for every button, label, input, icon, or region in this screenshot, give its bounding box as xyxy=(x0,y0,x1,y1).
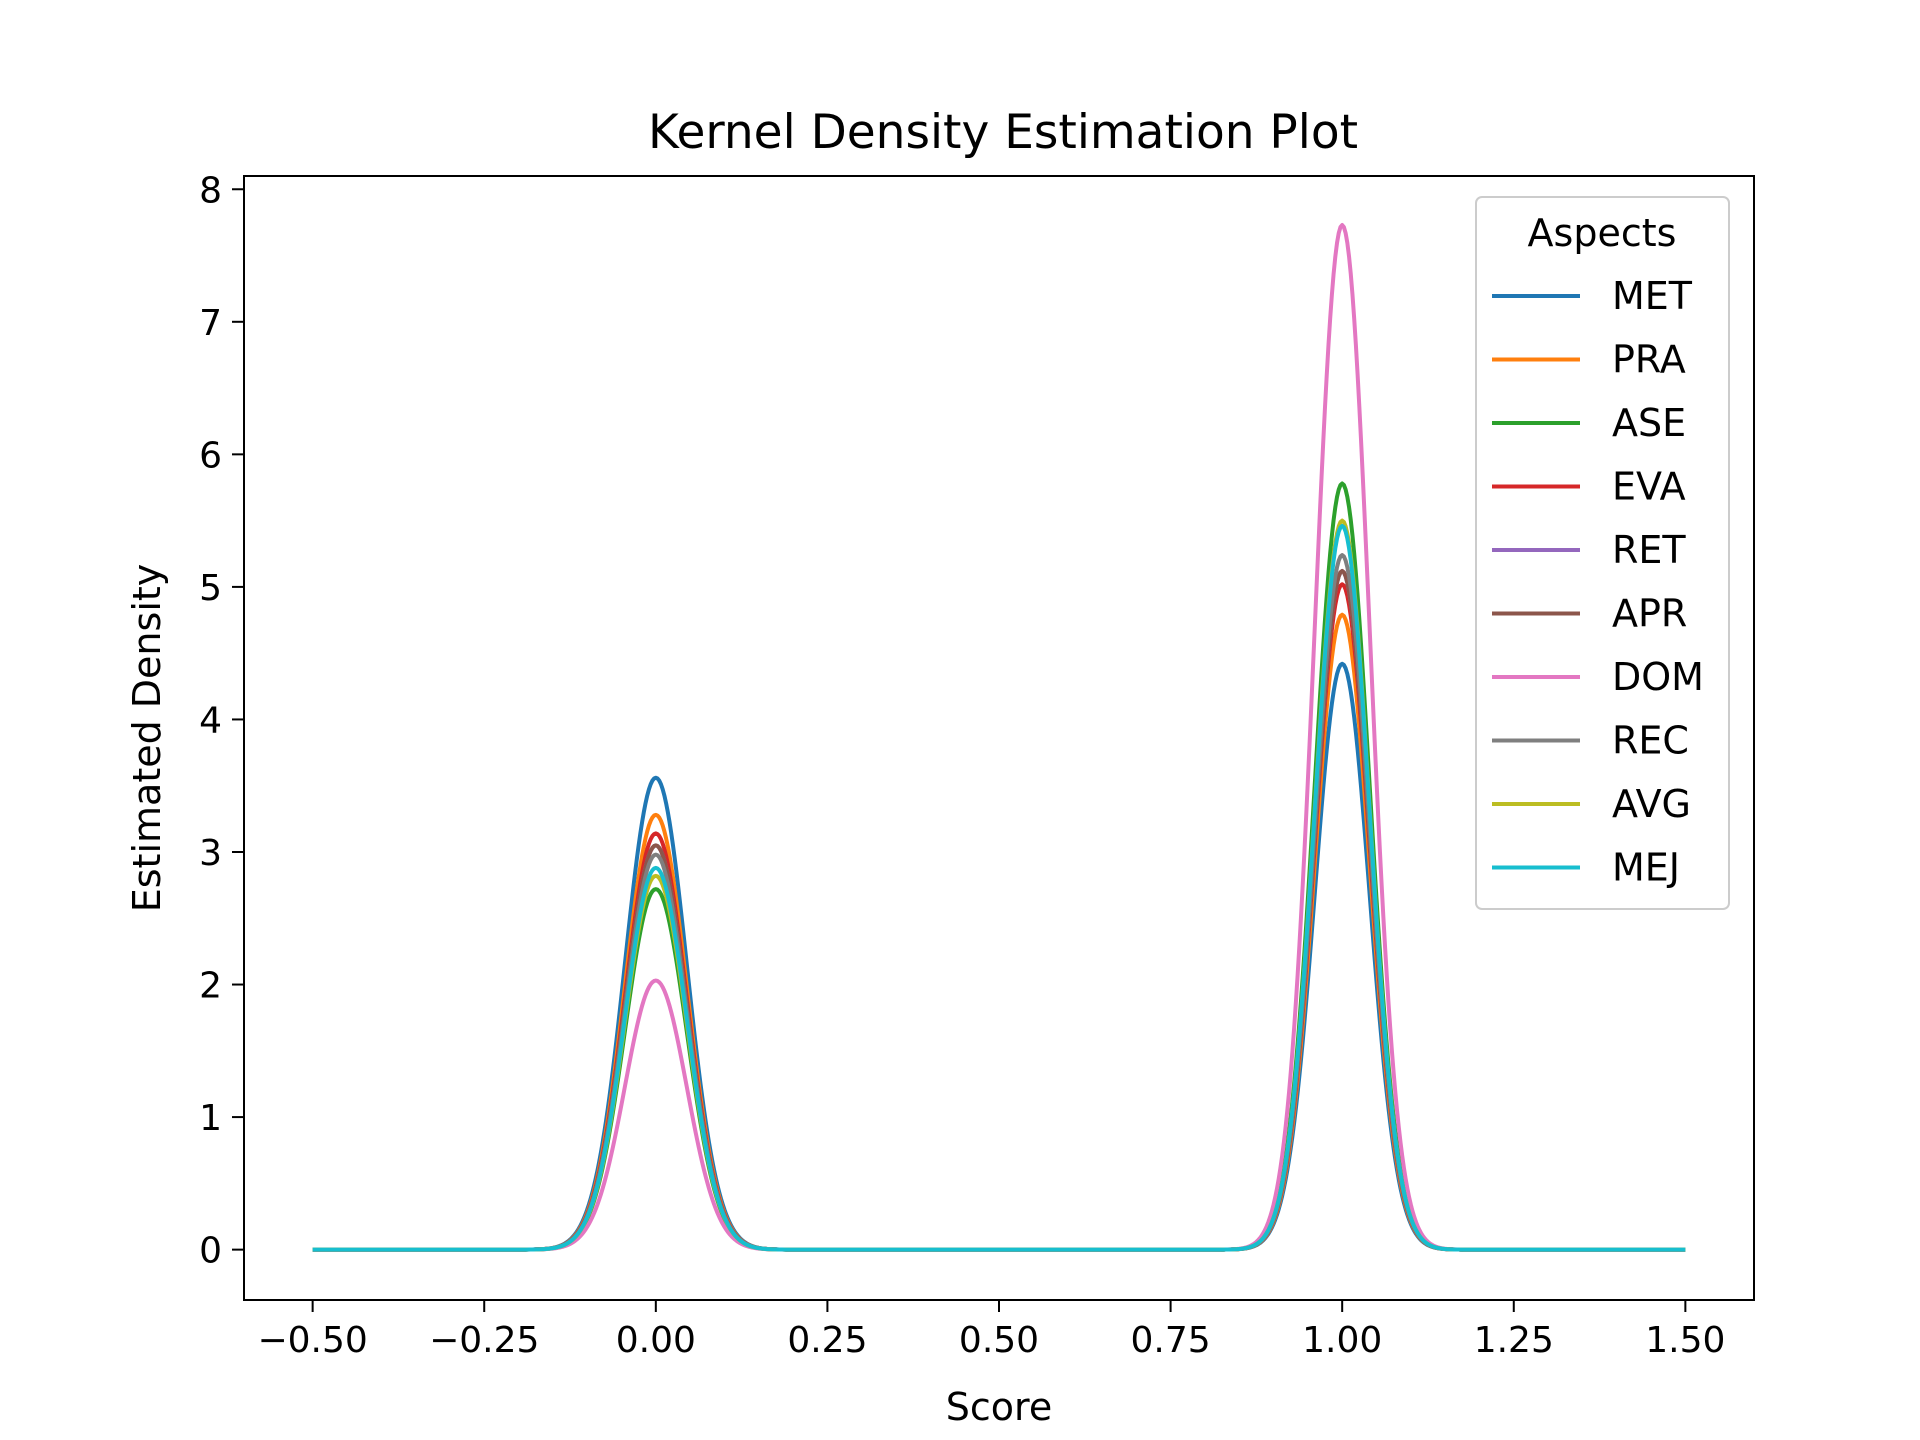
y-axis-ticks: 0 1 2 3 4 5 6 7 8 xyxy=(199,170,244,1272)
y-tick-label: 5 xyxy=(199,568,222,609)
x-axis-ticks: −0.50 −0.25 0.00 0.25 0.50 0.75 1.00 1.25 1.50 xyxy=(257,1300,1725,1361)
y-axis-label: Estimated Density xyxy=(125,564,169,913)
chart-title: Kernel Density Estimation Plot xyxy=(648,105,1358,160)
series-curves xyxy=(312,223,1686,1252)
x-tick-label: 0.75 xyxy=(1131,1320,1211,1361)
x-tick-label: 0.25 xyxy=(787,1320,867,1361)
y-tick-label: 0 xyxy=(199,1231,222,1272)
x-axis-label: Score xyxy=(946,1385,1052,1429)
y-tick-label: 2 xyxy=(199,966,222,1007)
legend: Aspects MET PRA ASE EVA RET APR DOM REC AVG MEJ xyxy=(1475,196,1730,910)
x-tick-label: −0.50 xyxy=(257,1320,367,1361)
legend-box xyxy=(1475,196,1730,910)
legend-label-mej: MEJ xyxy=(1612,846,1680,890)
x-tick-label: 0.50 xyxy=(959,1320,1039,1361)
y-tick-label: 3 xyxy=(199,833,222,874)
legend-label-eva: EVA xyxy=(1612,465,1686,509)
x-tick-label: 0.00 xyxy=(616,1320,696,1361)
legend-label-dom: DOM xyxy=(1612,655,1704,699)
legend-label-ret: RET xyxy=(1612,528,1686,572)
legend-label-pra: PRA xyxy=(1612,338,1686,382)
series-line-mej xyxy=(312,523,1686,1252)
legend-label-apr: APR xyxy=(1612,592,1687,636)
x-tick-label: 1.25 xyxy=(1474,1320,1554,1361)
legend-label-ase: ASE xyxy=(1612,401,1686,445)
legend-title: Aspects xyxy=(1528,211,1677,255)
legend-label-met: MET xyxy=(1612,274,1693,318)
x-tick-label: −0.25 xyxy=(429,1320,539,1361)
y-tick-label: 7 xyxy=(199,303,222,344)
x-tick-label: 1.50 xyxy=(1645,1320,1725,1361)
y-tick-label: 4 xyxy=(199,700,222,741)
legend-label-avg: AVG xyxy=(1612,782,1691,826)
y-tick-label: 8 xyxy=(199,170,222,211)
y-tick-label: 1 xyxy=(199,1098,222,1139)
y-tick-label: 6 xyxy=(199,435,222,476)
legend-label-rec: REC xyxy=(1612,719,1689,763)
x-tick-label: 1.00 xyxy=(1302,1320,1382,1361)
legend-items: MET PRA ASE EVA RET APR DOM REC AVG MEJ xyxy=(1492,274,1704,890)
